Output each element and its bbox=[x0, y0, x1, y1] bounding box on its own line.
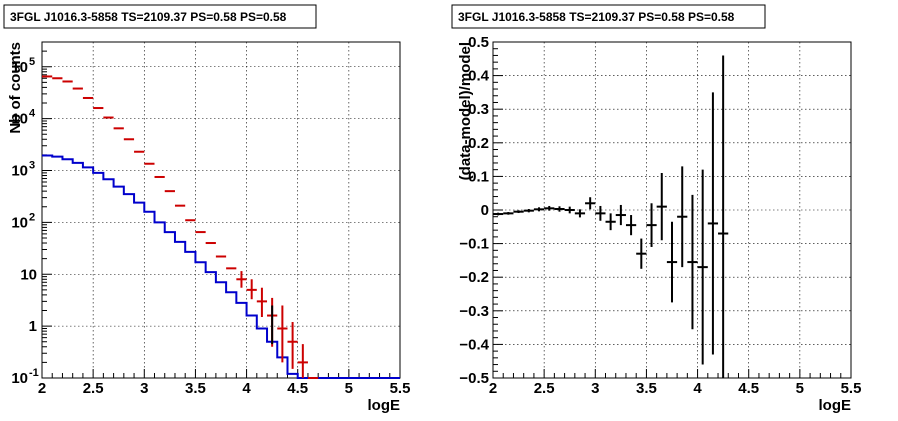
left-model-series bbox=[42, 154, 400, 379]
x-tick-label: 4 bbox=[693, 380, 702, 397]
left-title: 3FGL J1016.3-5858 TS=2109.37 PS=0.58 PS=… bbox=[10, 10, 287, 24]
right-residual-series bbox=[493, 55, 729, 378]
x-tick-label: 4.5 bbox=[287, 380, 308, 397]
x-tick-label: 5.5 bbox=[390, 380, 411, 397]
x-tick-label: 2 bbox=[489, 380, 497, 397]
x-tick-label: 5 bbox=[796, 380, 804, 397]
y-tick-label: 1 bbox=[29, 318, 37, 335]
left-y-axis-label: Nb of counts bbox=[7, 42, 24, 134]
right-title-box bbox=[451, 4, 766, 29]
x-tick-label: 5 bbox=[345, 380, 353, 397]
right-x-axis-label: logE bbox=[819, 397, 852, 414]
left-plot-frame bbox=[41, 41, 401, 379]
left-grid bbox=[42, 42, 400, 378]
x-tick-label: 2.5 bbox=[534, 380, 555, 397]
y-tick-label: 0 bbox=[481, 202, 489, 219]
y-tick-label: 10 bbox=[11, 370, 28, 387]
y-tick-label: 10 bbox=[20, 266, 37, 283]
y-tick-exponent: 3 bbox=[29, 160, 35, 172]
y-tick-label: −0.5 bbox=[459, 370, 489, 387]
y-tick-exponent: 4 bbox=[29, 108, 36, 120]
y-tick-label: 10 bbox=[11, 214, 28, 231]
y-tick-label: 0.1 bbox=[468, 168, 489, 185]
x-tick-label: 3 bbox=[140, 380, 148, 397]
left-title-box bbox=[3, 4, 317, 29]
y-tick-label: 0.4 bbox=[468, 68, 490, 85]
model-step-line bbox=[42, 154, 400, 379]
y-tick-label: 10 bbox=[11, 163, 28, 180]
y-tick-label: −0.4 bbox=[459, 336, 489, 353]
y-tick-exponent: 5 bbox=[29, 56, 35, 68]
y-tick-label: −0.1 bbox=[459, 236, 489, 253]
right-plot-frame bbox=[492, 41, 852, 379]
y-tick-label: −0.2 bbox=[459, 269, 489, 286]
x-tick-label: 3 bbox=[591, 380, 599, 397]
y-tick-label: −0.3 bbox=[459, 303, 489, 320]
x-tick-label: 4.5 bbox=[738, 380, 759, 397]
x-tick-label: 2 bbox=[38, 380, 46, 397]
left-x-axis-label: logE bbox=[368, 397, 401, 414]
x-tick-label: 4 bbox=[242, 380, 251, 397]
y-tick-label: 10 bbox=[11, 59, 28, 76]
right-y-axis-label: (data-model)/model bbox=[457, 42, 474, 180]
y-tick-exponent: 2 bbox=[29, 211, 35, 223]
x-tick-label: 3.5 bbox=[185, 380, 206, 397]
right-panel: 2 2.5 3 3.5 4 4.5 5 5.5 −0.5 −0.4 −0.3 −0.2 −0.1 0 0.1… bbox=[451, 4, 861, 414]
x-tick-label: 5.5 bbox=[841, 380, 862, 397]
right-grid bbox=[493, 42, 851, 378]
y-tick-exponent: -1 bbox=[29, 367, 39, 379]
x-tick-label: 2.5 bbox=[83, 380, 104, 397]
x-tick-label: 3.5 bbox=[636, 380, 657, 397]
y-tick-label: 0.2 bbox=[468, 135, 489, 152]
y-tick-label: 10 bbox=[11, 111, 28, 128]
right-title: 3FGL J1016.3-5858 TS=2109.37 PS=0.58 PS=… bbox=[458, 10, 735, 24]
right-ticks: 2 2.5 3 3.5 4 4.5 5 5.5 −0.5 −0.4 −0.3 −0.2 −0.1 0 0.1… bbox=[459, 34, 861, 397]
y-tick-label: 0.5 bbox=[468, 34, 489, 51]
y-tick-label: 0.3 bbox=[468, 101, 489, 118]
left-data-series bbox=[42, 75, 319, 379]
